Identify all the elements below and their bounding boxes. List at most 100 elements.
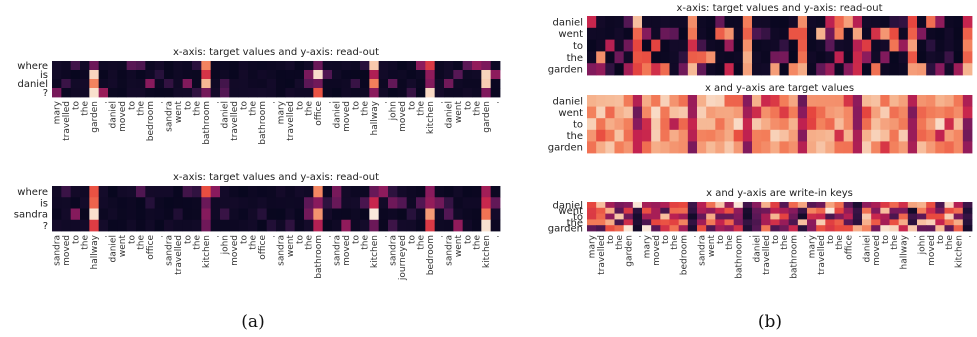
- heatmap-cell: [341, 186, 352, 198]
- heatmap-cell: [126, 70, 137, 80]
- y-tick-label: to: [573, 212, 583, 223]
- heatmap-cell: [285, 208, 296, 221]
- heatmap-cell: [642, 225, 652, 232]
- heatmap-cell: [678, 207, 689, 214]
- heatmap-cell: [472, 219, 482, 232]
- heatmap-cell: [724, 219, 735, 226]
- x-tick-label: .: [267, 101, 277, 104]
- heatmap-cell: [788, 207, 799, 214]
- heatmap-cell: [164, 79, 174, 89]
- heatmap-cell: [752, 51, 762, 64]
- heatmap-cell: [285, 61, 296, 71]
- heatmap-cell: [434, 208, 445, 221]
- heatmap-cell: [154, 61, 165, 71]
- heatmap-cell: [660, 51, 670, 64]
- heatmap-cell: [715, 129, 725, 142]
- heatmap-cell: [434, 70, 445, 80]
- heatmap-cell: [587, 118, 597, 131]
- heatmap-cell: [724, 225, 735, 232]
- heatmap-cell: [843, 16, 854, 29]
- heatmap-cell: [614, 118, 625, 131]
- heatmap-cell: [917, 16, 927, 29]
- heatmap-cell: [962, 129, 973, 142]
- heatmap-cell: [770, 213, 780, 220]
- heatmap-cell: [678, 16, 689, 29]
- y-tick-label: garden: [548, 143, 583, 154]
- heatmap-cell: [182, 197, 193, 209]
- heatmap-cell: [434, 61, 445, 71]
- heatmap-b-write-in-keys: x and y-axis are write-in keysdanielwent…: [548, 188, 974, 279]
- x-tick-label: to: [661, 235, 671, 245]
- heatmap-cell: [816, 129, 826, 142]
- heatmap-cell: [98, 79, 109, 89]
- heatmap-cell: [788, 16, 799, 29]
- heatmap-cell: [80, 186, 90, 198]
- heatmap-cell: [632, 118, 643, 131]
- heatmap-cell: [944, 27, 955, 40]
- x-tick-label: travelled: [174, 235, 184, 275]
- heatmap-cell: [687, 27, 698, 40]
- heatmap-cell: [444, 197, 454, 209]
- heatmap-cell: [201, 208, 212, 221]
- heatmap-cell: [880, 129, 890, 142]
- heatmap-cell: [715, 51, 725, 64]
- heatmap-cell: [416, 61, 426, 71]
- x-tick-label: to: [71, 101, 81, 111]
- heatmap-cell: [962, 63, 973, 76]
- heatmap-cell: [587, 16, 597, 29]
- heatmap-cell: [651, 213, 661, 220]
- heatmap-cell: [192, 70, 202, 80]
- heatmap-cell: [89, 197, 100, 209]
- x-tick-label: .: [963, 235, 973, 238]
- heatmap-cell: [742, 202, 753, 209]
- heatmap-cell: [360, 219, 370, 232]
- heatmap-cell: [733, 63, 744, 76]
- heatmap-cell: [926, 225, 936, 232]
- y-tick-label: went: [558, 108, 583, 119]
- heatmap-cell: [341, 79, 352, 89]
- x-tick-label: .: [688, 235, 698, 238]
- heatmap-cell: [117, 70, 128, 80]
- heatmap-cell: [871, 39, 881, 52]
- heatmap-cell: [248, 61, 258, 71]
- heatmap-cell: [770, 16, 780, 29]
- x-tick-label: daniel: [863, 235, 873, 262]
- heatmap-cell: [605, 63, 615, 76]
- heatmap-cell: [642, 213, 652, 220]
- x-tick-label: the: [473, 101, 483, 116]
- heatmap-cell: [89, 186, 100, 198]
- heatmap-cell: [797, 118, 808, 131]
- heatmap-cell: [453, 88, 464, 98]
- heatmap-cell: [332, 186, 342, 198]
- heatmap-cell: [807, 129, 817, 142]
- heatmap-cell: [164, 197, 174, 209]
- heatmap-cell: [953, 63, 964, 76]
- heatmap-cell: [173, 219, 184, 232]
- heatmap-cell: [816, 219, 826, 226]
- heatmap-cell: [807, 202, 817, 209]
- heatmap-b-readout: x-axis: target values and y-axis: read-o…: [548, 3, 973, 76]
- heatmap-cell: [807, 16, 817, 29]
- heatmap-cell: [816, 118, 826, 131]
- heatmap-cell: [880, 202, 890, 209]
- heatmap-cell: [350, 88, 361, 98]
- heatmap-cell: [294, 208, 305, 221]
- heatmap-cell: [788, 95, 799, 107]
- heatmap-cell: [742, 118, 753, 131]
- heatmap-cell: [614, 141, 625, 154]
- heatmap-cell: [444, 208, 454, 221]
- x-tick-label: .: [211, 101, 221, 104]
- heatmap-cell: [660, 27, 670, 40]
- heatmap-cell: [220, 79, 230, 89]
- heatmap-cell: [843, 27, 854, 40]
- heatmap-cell: [154, 208, 165, 221]
- heatmap-cell: [852, 51, 863, 64]
- heatmap-cell: [669, 213, 680, 220]
- heatmap-cell: [907, 225, 918, 232]
- heatmap-cell: [276, 219, 286, 232]
- x-tick-label: to: [936, 235, 946, 245]
- heatmap-cell: [678, 51, 689, 64]
- x-tick-label: went: [454, 235, 464, 258]
- heatmap-cell: [770, 39, 780, 52]
- heatmap-cell: [406, 70, 417, 80]
